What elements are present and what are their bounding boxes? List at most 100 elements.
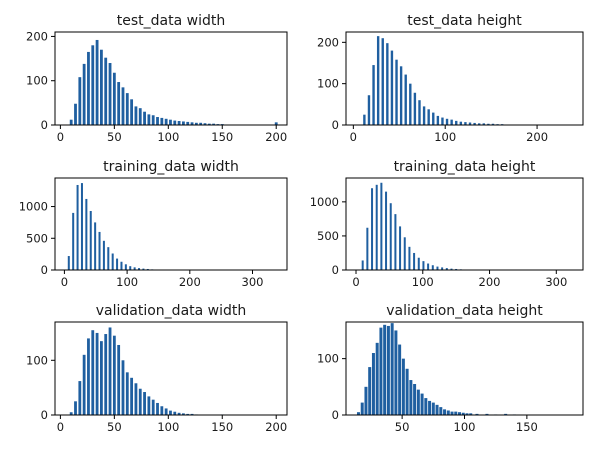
histogram-bar	[371, 353, 375, 415]
histogram-bar	[156, 117, 159, 125]
axes-frame	[54, 177, 288, 271]
y-tick-label: 0	[41, 408, 48, 422]
histogram-bar	[120, 261, 123, 270]
histogram-bar	[395, 59, 398, 125]
histogram-bar	[436, 266, 439, 270]
histogram-bar	[372, 65, 375, 125]
histogram-bar	[112, 335, 116, 415]
histogram-bar	[91, 330, 95, 415]
x-tick-label: 50	[107, 130, 122, 144]
histogram-bar	[89, 210, 92, 270]
axes-frame	[345, 177, 584, 271]
histogram-bar	[164, 118, 168, 125]
x-tick-label: 50	[107, 420, 122, 434]
chart-panel-5: validation_data width 0 50 100 150 200 0 100	[26, 303, 288, 434]
histogram-bar	[138, 268, 141, 270]
histogram-bar	[169, 410, 172, 415]
histogram-bar	[130, 377, 134, 415]
histogram-bar	[487, 123, 490, 125]
histogram-bar	[95, 332, 99, 415]
histogram-bar	[404, 74, 407, 125]
x-tick-label: 300	[242, 275, 264, 289]
histogram-bar	[441, 117, 444, 125]
histogram-bar	[124, 264, 127, 270]
x-tick-label: 300	[545, 275, 567, 289]
histogram-bar	[413, 252, 416, 270]
histogram-bar	[194, 122, 198, 125]
histogram-bar	[151, 399, 155, 415]
axes-frame	[54, 31, 288, 126]
histogram-bar	[363, 114, 366, 125]
histogram-bar	[134, 383, 138, 415]
histogram-bar	[485, 413, 489, 415]
histogram-bar	[389, 203, 392, 270]
x-tick-label: 200	[526, 130, 548, 144]
histogram-bar	[147, 114, 151, 125]
histogram-bar	[125, 372, 129, 415]
histogram-bar	[379, 327, 383, 415]
histogram-bar	[383, 324, 387, 415]
histogram-bar	[422, 261, 425, 270]
histogram-bar	[117, 82, 121, 125]
histogram-bar	[450, 411, 454, 415]
histogram-bar	[445, 118, 449, 125]
histogram-bar	[146, 268, 149, 270]
histogram-bar	[458, 412, 461, 415]
histogram-bar	[100, 49, 103, 125]
y-tick-label: 200	[26, 29, 48, 43]
histogram-bar	[182, 413, 185, 415]
histogram-bar	[104, 57, 108, 125]
histogram-bar	[368, 367, 372, 415]
histogram-bar	[186, 121, 190, 125]
histogram-bar	[186, 413, 190, 415]
x-tick-label: 0	[61, 275, 68, 289]
histogram-bar	[427, 263, 430, 270]
y-tick-label: 1000	[19, 200, 48, 214]
chart-panel-3: training_data width 0 100 200 300 0 500 1000	[19, 159, 288, 289]
histogram-bar	[403, 237, 406, 270]
histogram-bar	[418, 100, 421, 125]
histogram-bar	[138, 108, 142, 125]
histogram-bar	[199, 122, 203, 125]
histogram-bar	[164, 408, 168, 415]
histogram-bar	[375, 342, 379, 415]
histogram-bar	[386, 43, 389, 125]
histogram-bar	[364, 386, 368, 415]
histogram-bar	[461, 412, 465, 415]
histogram-bar	[455, 268, 458, 270]
x-tick-label: 200	[265, 130, 287, 144]
histogram-bar	[422, 106, 426, 125]
histogram-bar	[432, 112, 435, 125]
histogram-bar	[482, 123, 485, 125]
chart-title: training_data height	[394, 159, 536, 175]
histogram-bar	[108, 327, 112, 415]
histogram-bar	[420, 393, 424, 415]
histogram-bar	[274, 122, 278, 125]
chart-panel-4: training_data height 0 100 200 300 0 500 1000	[310, 159, 584, 289]
histogram-bar	[82, 63, 86, 125]
histogram-bar	[156, 402, 159, 415]
histogram-bar	[182, 121, 185, 125]
histogram-bar	[428, 400, 432, 415]
histogram-bar	[95, 39, 99, 125]
x-tick-label: 50	[395, 420, 410, 434]
histogram-bar	[399, 66, 403, 125]
histogram-bar	[76, 184, 79, 270]
histogram-bar	[424, 398, 428, 415]
histogram-bar	[375, 184, 378, 270]
histogram-bar	[443, 409, 447, 415]
histogram-bar	[98, 231, 101, 270]
histogram-bar	[203, 123, 207, 125]
histogram-bar	[78, 77, 82, 125]
histogram-bar	[367, 95, 371, 125]
y-tick-label: 0	[41, 118, 48, 132]
histogram-bar	[207, 123, 211, 125]
histogram-bar	[380, 182, 383, 270]
histogram-bar	[117, 344, 121, 415]
histogram-bar	[454, 411, 458, 415]
histogram-bar	[72, 212, 75, 270]
histogram-bar	[409, 83, 412, 125]
histogram-bar	[504, 413, 508, 415]
chart-title: validation_data width	[96, 303, 247, 319]
chart-title: validation_data height	[386, 303, 543, 319]
